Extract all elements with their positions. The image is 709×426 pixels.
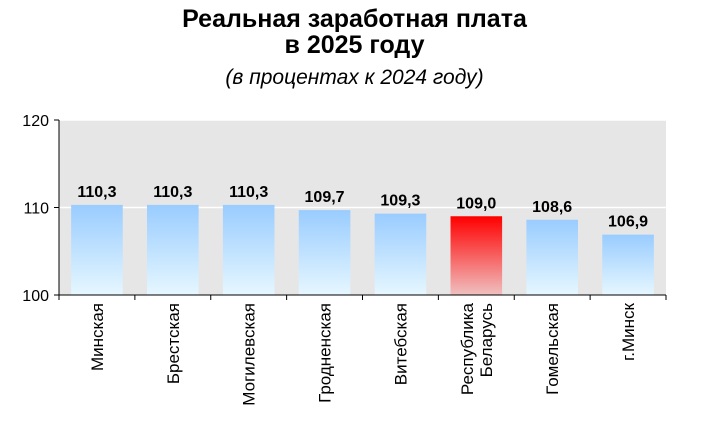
data-label: 109,3 [380,193,420,210]
bar [222,204,275,295]
bar [526,219,578,295]
x-category-label: Брестская [164,303,183,384]
chart-title-line-2: в 2025 году [284,31,425,59]
data-label: 109,7 [305,189,345,206]
x-category-label: Минская [88,303,107,371]
bar [602,234,654,295]
data-label: 110,3 [77,184,116,201]
bar-highlight [450,216,503,295]
x-category-label: Беларусь [477,303,496,377]
chart-title-line-1: Реальная заработная плата [182,5,527,33]
y-tick-label: 120 [22,113,49,130]
data-label: 109,0 [456,195,496,212]
data-label: 110,3 [229,184,268,201]
x-category-label: Республика [458,302,477,395]
x-category-label: Гомельская [543,303,562,395]
y-tick-label: 100 [22,288,49,305]
bar [298,210,351,295]
data-label: 106,9 [608,214,648,231]
bar [71,204,123,295]
bar [147,204,199,295]
x-category-label: Гродненская [316,303,335,403]
x-category-label: Витебская [391,303,410,385]
data-label: 108,6 [532,199,572,216]
x-category-label: г.Минск [619,302,638,360]
y-tick-label: 110 [23,201,49,218]
chart-title: Реальная заработная плата в 2025 году [0,6,709,58]
x-category-label: Могилевская [240,303,259,406]
chart-subtitle: (в процентах к 2024 году) [225,66,484,89]
bar [374,213,427,295]
data-label: 110,3 [153,184,192,201]
